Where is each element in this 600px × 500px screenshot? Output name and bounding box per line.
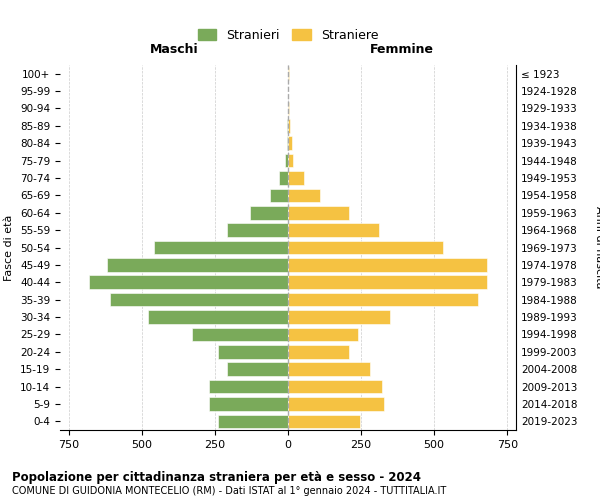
Bar [288,240,443,254]
Text: Popolazione per cittadinanza straniera per età e sesso - 2024: Popolazione per cittadinanza straniera p… [12,471,421,484]
Y-axis label: Anni di nascita: Anni di nascita [594,206,600,289]
Bar [287,136,288,150]
Bar [288,380,382,394]
Bar [288,310,391,324]
Bar [250,206,288,220]
Bar [191,328,288,341]
Bar [227,224,288,237]
Bar [279,171,288,185]
Bar [285,154,288,168]
Bar [218,345,288,358]
Bar [288,397,385,410]
Bar [287,119,288,132]
Bar [288,119,290,132]
Bar [154,240,288,254]
Bar [288,154,293,168]
Bar [288,171,304,185]
Text: Femmine: Femmine [370,44,434,57]
Bar [107,258,288,272]
Bar [288,188,320,202]
Bar [110,293,288,306]
Bar [288,345,349,358]
Y-axis label: Fasce di età: Fasce di età [4,214,14,280]
Text: Maschi: Maschi [149,44,199,57]
Bar [288,206,349,220]
Bar [218,414,288,428]
Bar [288,224,379,237]
Bar [209,380,288,394]
Bar [288,414,359,428]
Bar [288,276,487,289]
Bar [288,258,487,272]
Bar [89,276,288,289]
Bar [148,310,288,324]
Bar [288,328,358,341]
Legend: Stranieri, Straniere: Stranieri, Straniere [193,24,383,47]
Bar [288,136,292,150]
Bar [227,362,288,376]
Bar [271,188,288,202]
Text: COMUNE DI GUIDONIA MONTECELIO (RM) - Dati ISTAT al 1° gennaio 2024 - TUTTITALIA.: COMUNE DI GUIDONIA MONTECELIO (RM) - Dat… [12,486,446,496]
Bar [288,362,370,376]
Bar [288,293,478,306]
Bar [209,397,288,410]
Bar [288,102,289,115]
